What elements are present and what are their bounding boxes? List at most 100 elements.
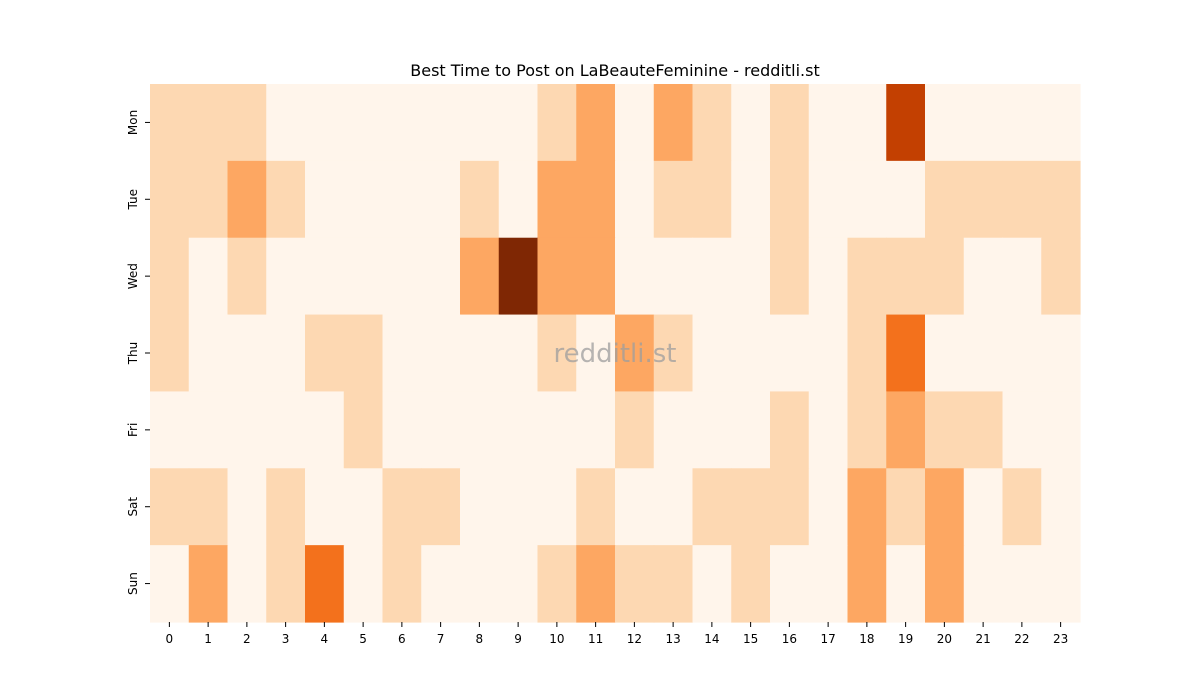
heatmap-cell (615, 391, 655, 469)
heatmap-cell (460, 237, 500, 316)
heatmap-cell (421, 391, 461, 469)
heatmap-cell (653, 84, 694, 162)
heatmap-cell (886, 391, 926, 469)
heatmap-cell (343, 545, 384, 623)
heatmap-cell (886, 237, 926, 316)
heatmap-cell (1041, 468, 1081, 546)
heatmap-cell (188, 237, 229, 316)
heatmap-cell (227, 391, 267, 469)
x-tick-label: 16 (782, 632, 797, 646)
heatmap-cell (227, 468, 267, 546)
heatmap-cells (150, 84, 1081, 623)
heatmap-cell (188, 84, 229, 162)
heatmap-cell (498, 160, 539, 239)
heatmap-cell (808, 391, 849, 469)
x-axis: 0 1 2 3 4 5 6 7 8 9 10 11 12 13 14 15 16 17 18 19 20 21 22 23 (166, 622, 1068, 646)
heatmap-cell (615, 314, 655, 393)
heatmap-cell (731, 160, 771, 239)
heatmap-cell (421, 84, 461, 162)
heatmap-cell (808, 545, 849, 623)
heatmap-cell (460, 391, 500, 469)
heatmap-cell (925, 314, 965, 393)
y-tick-label: Wed (126, 263, 140, 289)
x-tick-label: 14 (704, 632, 719, 646)
heatmap-cell (1002, 237, 1042, 316)
x-tick-label: 18 (859, 632, 874, 646)
heatmap-cell (1041, 160, 1081, 239)
heatmap-cell (847, 545, 887, 623)
x-tick-label: 12 (627, 632, 642, 646)
heatmap-cell (770, 84, 810, 162)
heatmap-cell (886, 545, 926, 623)
heatmap-cell (576, 468, 616, 546)
heatmap-cell (963, 468, 1004, 546)
heatmap-cell (382, 391, 422, 469)
heatmap-cell (653, 160, 694, 239)
heatmap-cell (847, 468, 887, 546)
heatmap-cell (537, 160, 577, 239)
heatmap-cell (460, 468, 500, 546)
heatmap-cell (576, 160, 616, 239)
y-axis: Mon Tue Wed Thu Fri Sat Sun (126, 110, 150, 595)
heatmap-cell (925, 160, 965, 239)
heatmap-cell (847, 237, 887, 316)
heatmap-cell (150, 391, 190, 469)
heatmap-cell (343, 160, 384, 239)
heatmap-cell (963, 237, 1004, 316)
heatmap-cell (1002, 160, 1042, 239)
heatmap-cell (808, 84, 849, 162)
heatmap-cell (808, 314, 849, 393)
heatmap-cell (537, 545, 577, 623)
heatmap-cell (925, 237, 965, 316)
x-tick-label: 21 (975, 632, 990, 646)
x-tick-label: 2 (243, 632, 251, 646)
heatmap-cell (692, 545, 732, 623)
heatmap-cell (886, 314, 926, 393)
heatmap-cell (731, 391, 771, 469)
heatmap-cell (498, 237, 539, 316)
heatmap-cell (1002, 84, 1042, 162)
heatmap-cell (576, 237, 616, 316)
heatmap-cell (227, 160, 267, 239)
heatmap-cell (770, 468, 810, 546)
heatmap-cell (770, 237, 810, 316)
heatmap-cell (1002, 391, 1042, 469)
watermark-text: redditli.st (554, 339, 677, 369)
heatmap-cell (1041, 237, 1081, 316)
heatmap-cell (731, 237, 771, 316)
heatmap-cell (615, 545, 655, 623)
heatmap-cell (343, 391, 384, 469)
heatmap-cell (1041, 545, 1081, 623)
heatmap-cell (692, 468, 732, 546)
heatmap-cell (886, 84, 926, 162)
heatmap-cell (227, 84, 267, 162)
heatmap-cell (266, 84, 306, 162)
heatmap-cell (421, 314, 461, 393)
heatmap-cell (576, 84, 616, 162)
heatmap-cell (266, 314, 306, 393)
heatmap-cell (770, 545, 810, 623)
y-tick-label: Tue (126, 189, 140, 211)
heatmap-cell (188, 545, 229, 623)
heatmap-cell (1041, 84, 1081, 162)
heatmap-cell (305, 84, 345, 162)
heatmap-cell (266, 545, 306, 623)
heatmap-cell (576, 314, 616, 393)
heatmap-cell (847, 314, 887, 393)
heatmap-cell (731, 84, 771, 162)
heatmap-cell (421, 237, 461, 316)
heatmap-cell (847, 160, 887, 239)
y-tick-label: Sat (126, 497, 140, 517)
heatmap-cell (963, 391, 1004, 469)
heatmap-cell (382, 237, 422, 316)
x-tick-label: 4 (321, 632, 329, 646)
heatmap-cell (305, 160, 345, 239)
heatmap-cell (925, 468, 965, 546)
x-tick-label: 22 (1014, 632, 1029, 646)
x-tick-label: 19 (898, 632, 913, 646)
heatmap-cell (653, 237, 694, 316)
x-tick-label: 23 (1053, 632, 1068, 646)
heatmap-cell (537, 314, 577, 393)
x-tick-label: 9 (514, 632, 522, 646)
